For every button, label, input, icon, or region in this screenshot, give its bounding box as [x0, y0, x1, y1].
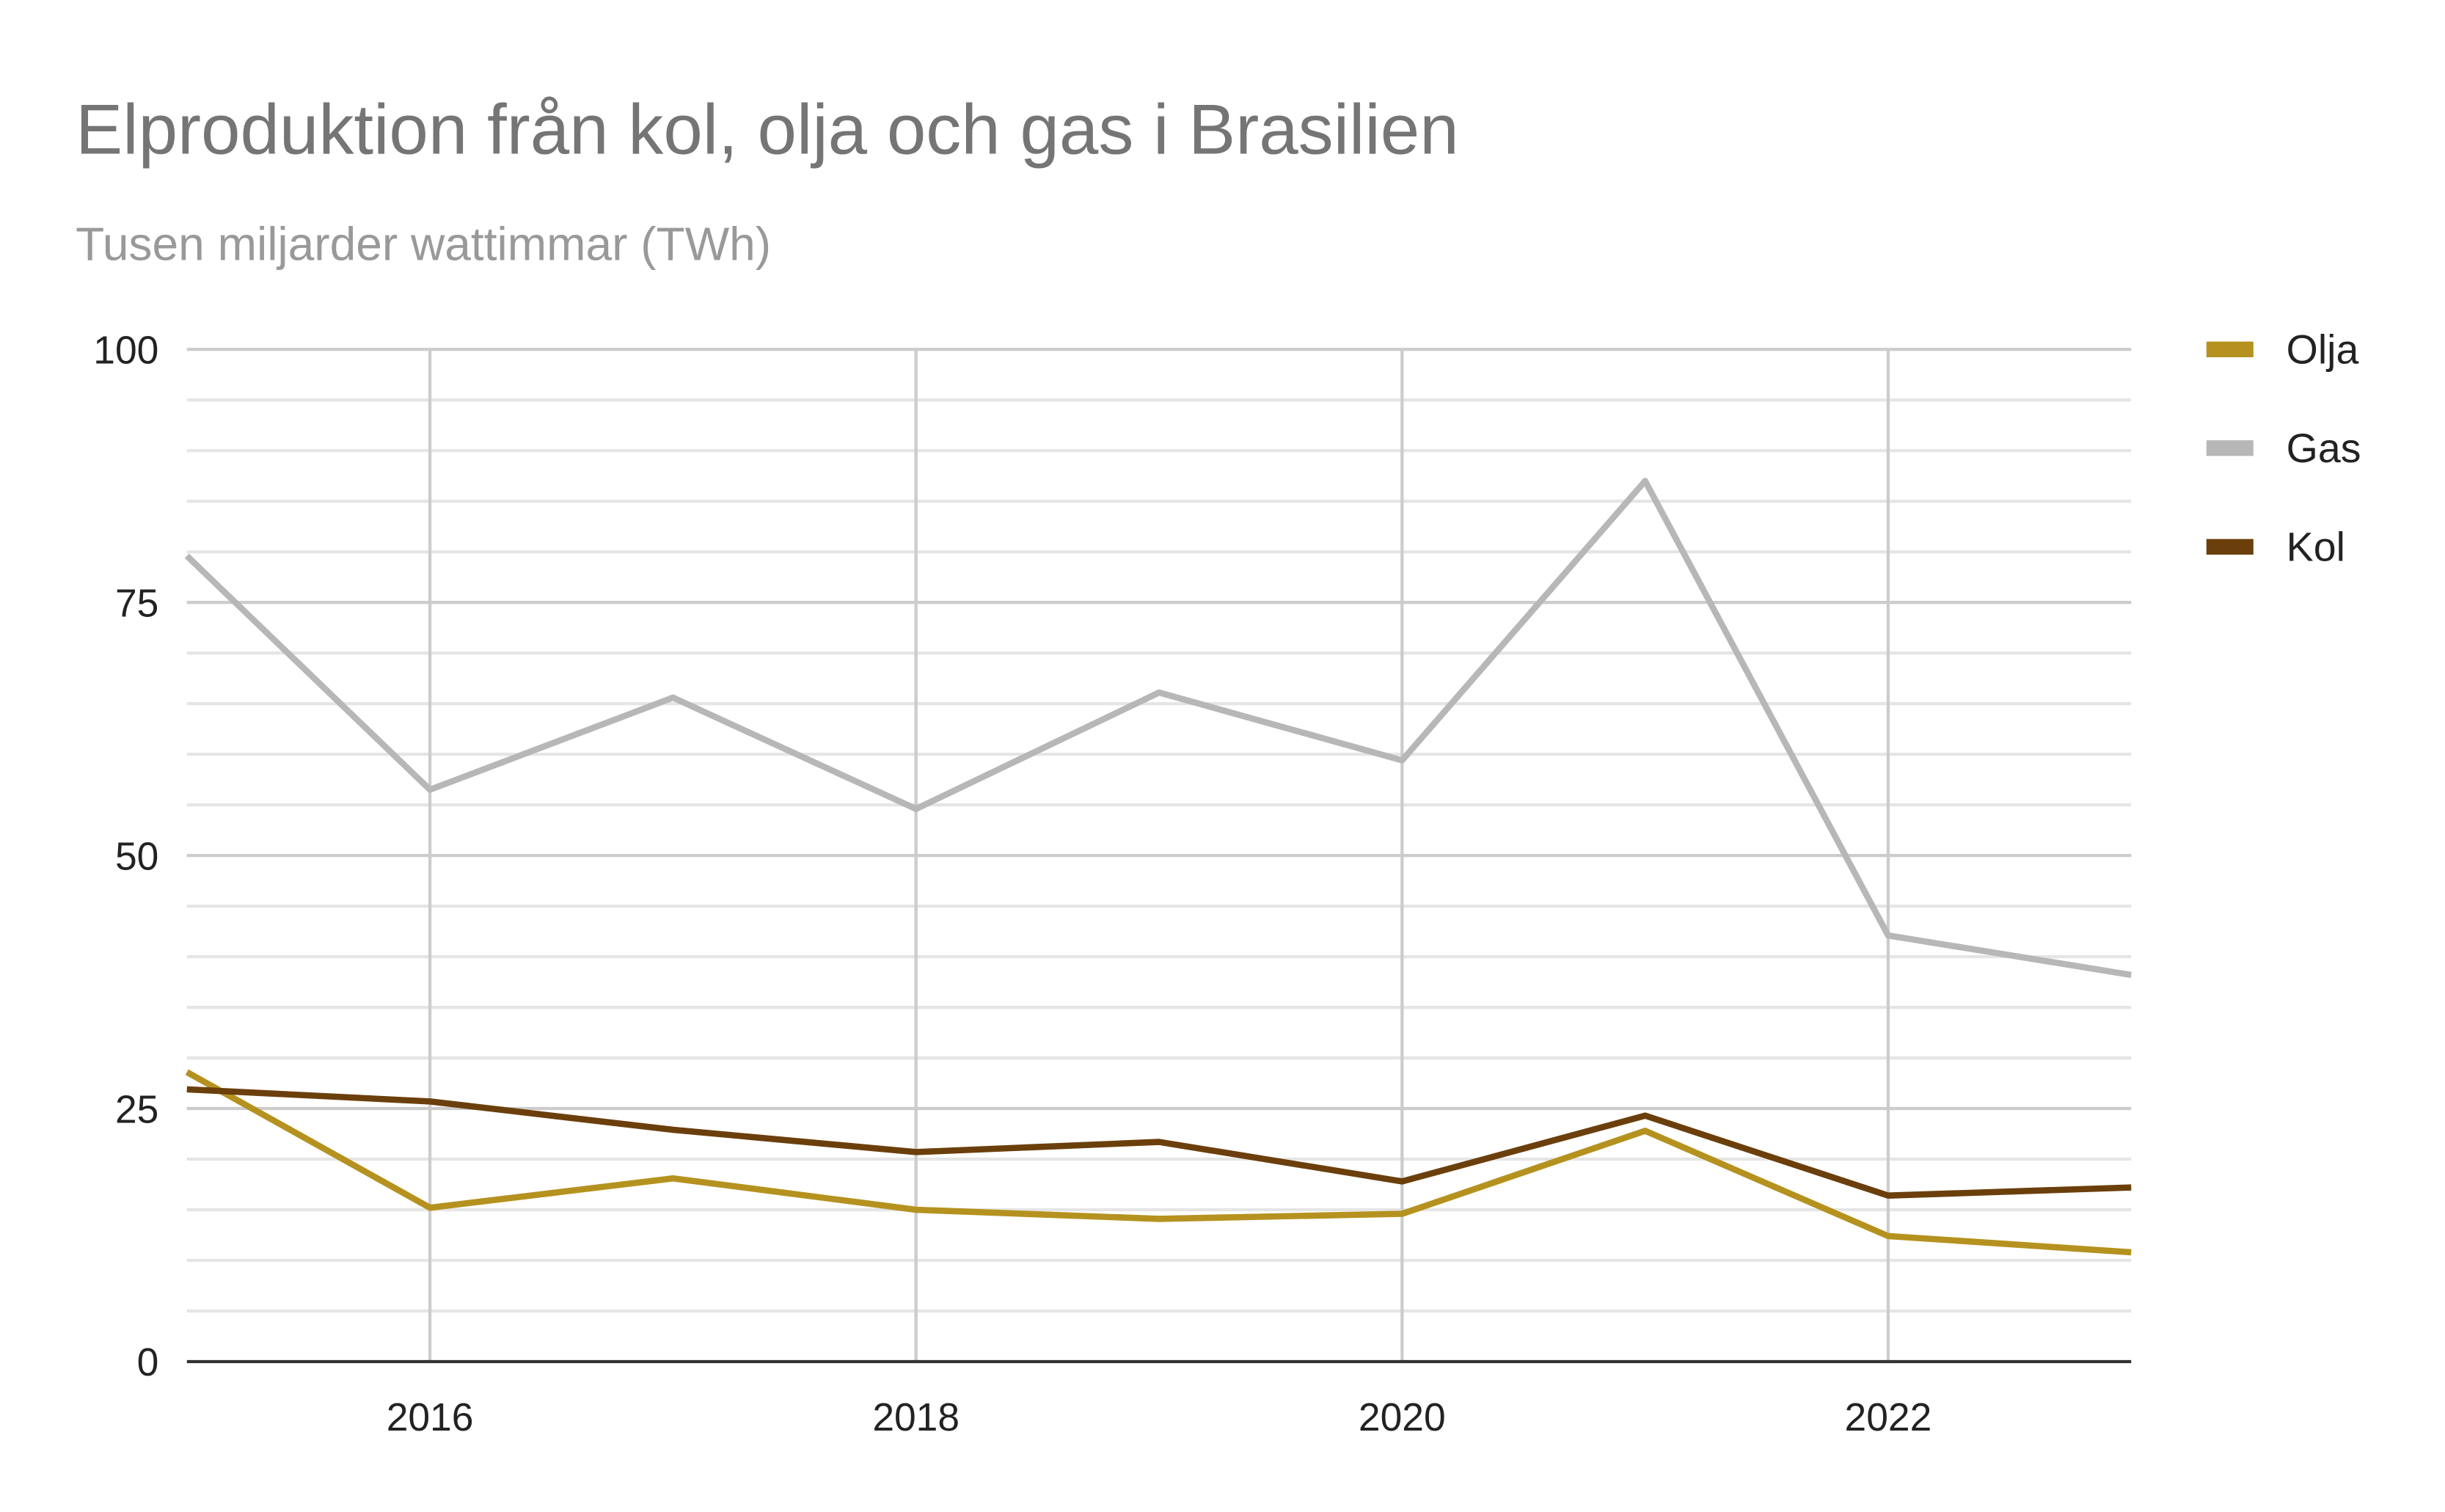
- legend-swatch-gas: [2206, 440, 2254, 456]
- legend: Olja Gas Kol: [2206, 326, 2361, 570]
- legend-label: Gas: [2287, 426, 2361, 471]
- series-lines: [184, 478, 2132, 1256]
- legend-label: Olja: [2287, 326, 2359, 372]
- legend-label: Kol: [2287, 525, 2345, 570]
- legend-swatch-olja: [2206, 341, 2254, 357]
- series-line-kol: [186, 1086, 2132, 1199]
- chart-subtitle: Tusen miljarder wattimmar (TWh): [76, 218, 771, 271]
- chart-title: Elproduktion från kol, olja och gas i Br…: [76, 90, 1459, 169]
- grid: [186, 348, 2132, 1364]
- series-line-olja: [185, 1069, 2132, 1256]
- axis-ticks: 0 25 50 75 100 2016 2018 2020 2022: [93, 329, 1931, 1439]
- x-tick-label: 2022: [1845, 1396, 1932, 1439]
- y-tick-label: 0: [137, 1341, 159, 1384]
- x-tick-label: 2020: [1359, 1396, 1446, 1439]
- x-tick-label: 2018: [872, 1396, 960, 1439]
- y-tick-label: 50: [115, 835, 158, 878]
- y-tick-label: 75: [115, 582, 158, 625]
- y-tick-label: 25: [115, 1088, 158, 1131]
- series-line-gas: [184, 478, 2132, 979]
- x-tick-label: 2016: [387, 1396, 474, 1439]
- y-tick-label: 100: [93, 329, 158, 372]
- legend-swatch-kol: [2206, 538, 2254, 555]
